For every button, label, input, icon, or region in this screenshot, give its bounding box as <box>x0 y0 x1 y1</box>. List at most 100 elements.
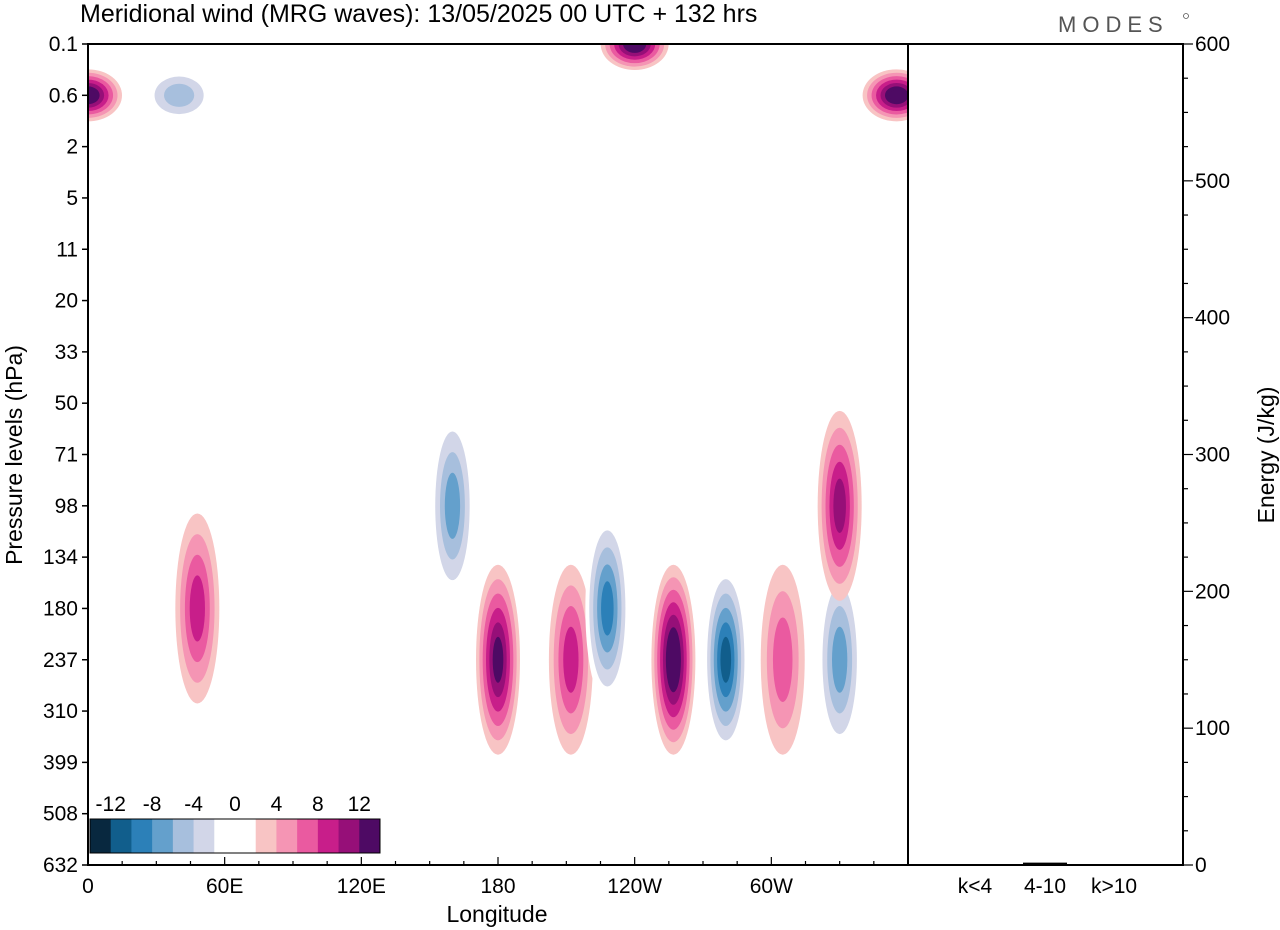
contour-level <box>189 575 205 642</box>
modes-logo: MODES <box>1058 12 1169 37</box>
contour-level <box>889 89 904 101</box>
y-tick-label: 508 <box>43 803 78 826</box>
y-tick-label: 33 <box>55 341 78 364</box>
y-tick-label: 399 <box>43 751 78 774</box>
energy-tick-label: 100 <box>1195 717 1230 740</box>
colorbar-swatch <box>317 819 340 853</box>
colorbar-tick-label: -12 <box>96 793 126 816</box>
contour-level <box>444 472 461 539</box>
colorbar-tick-label: 0 <box>229 793 241 816</box>
colorbar-swatch <box>90 819 112 853</box>
y-tick-label: 71 <box>55 444 78 467</box>
contour-level <box>772 617 793 702</box>
contour-level <box>832 626 848 693</box>
energy-tick-label: 200 <box>1195 580 1230 603</box>
colorbar-tick-label: -4 <box>184 793 203 816</box>
colorbar-swatch <box>214 819 236 853</box>
y-tick-label: 180 <box>43 597 78 620</box>
contour-level <box>563 626 579 693</box>
contour-cell-14 <box>760 564 805 755</box>
energy-bar <box>1092 864 1136 866</box>
logo-registered-mark <box>1183 13 1189 19</box>
colorbar-swatch <box>152 819 174 853</box>
contour-cell-18 <box>817 410 862 601</box>
colorbar-swatch <box>338 819 360 853</box>
colorbar-tick-label: 4 <box>271 793 283 816</box>
x-tick-label: 60W <box>750 875 793 898</box>
contour-level <box>88 89 96 101</box>
y-tick-label: 5 <box>66 187 78 210</box>
colorbar-swatch <box>255 819 277 853</box>
y-axis-pressure: 0.1 0.6 2 5 11 20 33 50 71 98 134 180 237 310 399 508 63… <box>43 33 88 877</box>
colorbar-swatch <box>110 819 132 853</box>
energy-category-label: 4-10 <box>1024 875 1066 898</box>
contour-cell-10 <box>548 564 593 755</box>
x-tick-label: 180 <box>480 875 515 898</box>
contour-level <box>668 639 679 680</box>
colorbar-tick-label: 8 <box>312 793 324 816</box>
y-tick-label: 0.6 <box>49 84 78 107</box>
colorbar-swatch <box>235 819 257 853</box>
y-tick-label: 134 <box>43 546 78 569</box>
contour-cell-17 <box>430 410 475 601</box>
energy-axis: 0 100 200 300 400 500 600 <box>1183 33 1230 877</box>
y-tick-label: 20 <box>55 290 78 313</box>
energy-bar <box>1023 862 1067 865</box>
energy-tick-label: 600 <box>1195 33 1230 56</box>
x-tick-label: 60E <box>206 875 243 898</box>
contour-level <box>720 636 732 683</box>
y-axis-label: Pressure levels (hPa) <box>1 345 27 565</box>
contour-cell-11 <box>585 513 630 704</box>
y-tick-label: 0.1 <box>49 33 78 56</box>
contour-field <box>88 44 908 755</box>
energy-tick-label: 300 <box>1195 444 1230 467</box>
x-axis-label: Longitude <box>446 901 547 927</box>
contour-level <box>492 636 504 683</box>
y-tick-label: 11 <box>56 238 78 261</box>
colorbar-swatch <box>131 819 153 853</box>
colorbar-tick-label: 12 <box>348 793 371 816</box>
energy-category-label: k>10 <box>1091 875 1137 898</box>
energy-bars: k<4 4-10 k>10 <box>953 862 1137 898</box>
colorbar-swatch <box>276 819 298 853</box>
x-tick-label: 0 <box>82 875 94 898</box>
colorbar-border <box>89 818 381 854</box>
y-tick-label: 310 <box>43 700 78 723</box>
energy-category-label: k<4 <box>958 875 993 898</box>
contour-cell-1 <box>88 69 122 122</box>
contour-level <box>601 581 614 636</box>
x-axis-longitude: 0 60E 120E 180 120W 60W <box>82 857 909 898</box>
energy-panel-frame <box>907 43 1184 866</box>
colorbar: -12 -8 -4 0 4 8 12 <box>89 793 381 854</box>
contour-cell-12 <box>651 564 696 755</box>
contour-cell-2 <box>145 69 214 122</box>
contour-cell-13 <box>703 564 748 755</box>
contour-level <box>833 478 846 533</box>
y-tick-label: 237 <box>43 649 78 672</box>
y-tick-label: 632 <box>43 854 78 877</box>
energy-tick-label: 400 <box>1195 307 1230 330</box>
contour-cell-16 <box>175 513 220 704</box>
energy-tick-label: 500 <box>1195 170 1230 193</box>
contour-cell-9 <box>476 564 520 755</box>
energy-bar <box>953 864 997 866</box>
contour-cell-15 <box>817 564 862 755</box>
colorbar-swatch <box>193 819 215 853</box>
contour-level <box>164 83 195 107</box>
colorbar-swatch <box>359 819 381 853</box>
colorbar-swatch <box>172 819 195 853</box>
x-tick-label: 120W <box>607 875 662 898</box>
contour-cell-7 <box>600 44 669 70</box>
y-tick-label: 50 <box>55 392 78 415</box>
x-tick-label: 120E <box>337 875 386 898</box>
chart-title: Meridional wind (MRG waves): 13/05/2025 … <box>80 0 757 28</box>
colorbar-swatch <box>297 819 319 853</box>
contour-level <box>627 44 642 50</box>
y-tick-label: 98 <box>55 495 78 518</box>
y-tick-label: 2 <box>66 136 78 159</box>
colorbar-tick-label: -8 <box>143 793 162 816</box>
energy-tick-label: 0 <box>1195 854 1207 877</box>
energy-axis-label: Energy (J/kg) <box>1253 387 1279 524</box>
contour-cell-8 <box>862 69 908 122</box>
